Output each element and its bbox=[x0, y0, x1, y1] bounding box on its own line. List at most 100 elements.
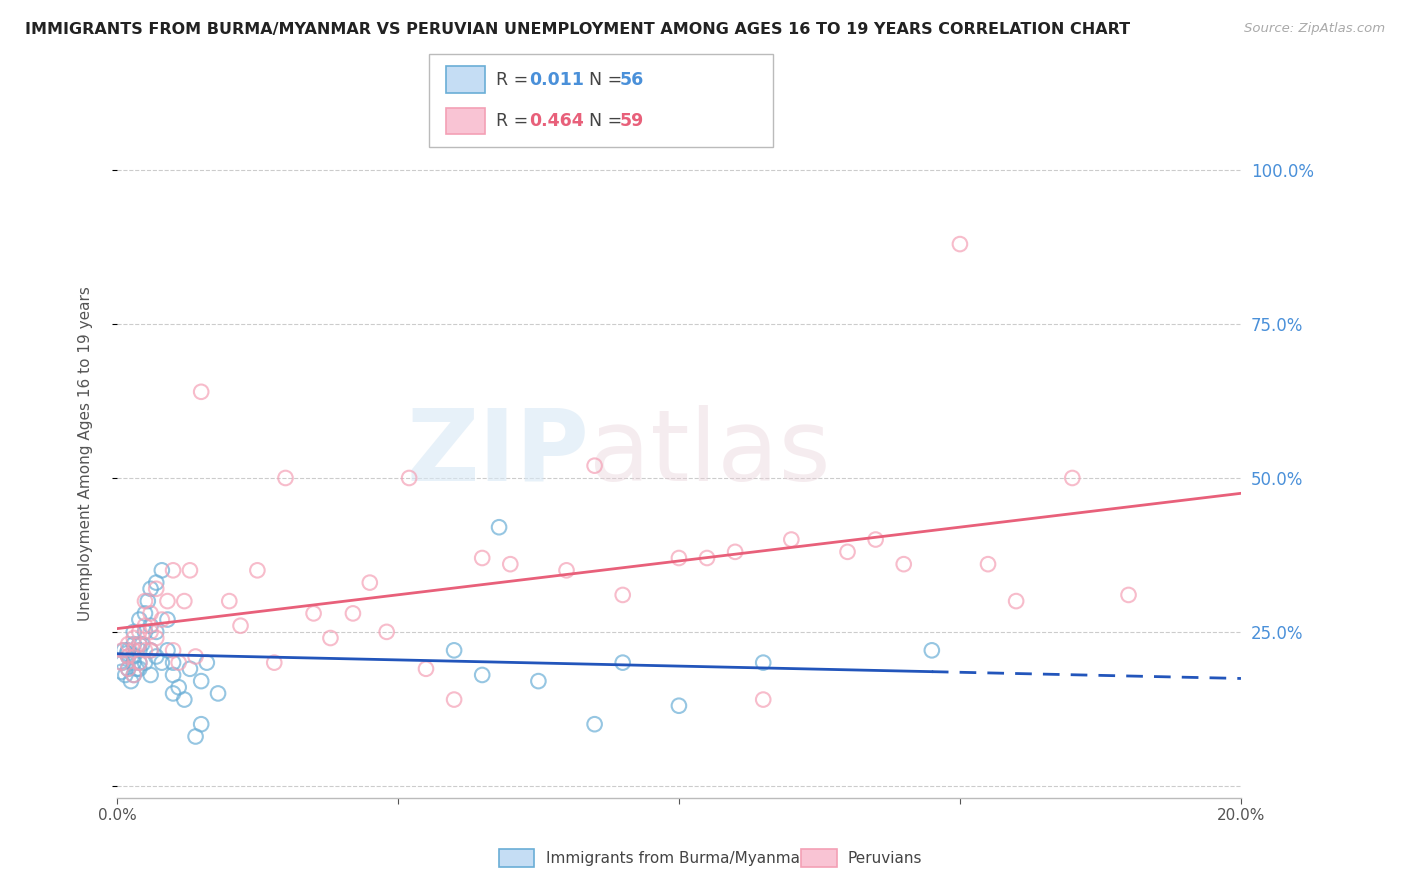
Point bbox=[111, 643, 134, 657]
Point bbox=[128, 637, 150, 651]
Point bbox=[156, 594, 179, 608]
Point bbox=[134, 618, 156, 632]
Point bbox=[865, 533, 887, 547]
Point bbox=[229, 618, 252, 632]
Y-axis label: Unemployment Among Ages 16 to 19 years: Unemployment Among Ages 16 to 19 years bbox=[79, 286, 93, 621]
Point bbox=[173, 594, 195, 608]
Point bbox=[117, 637, 139, 651]
Text: Immigrants from Burma/Myanmar: Immigrants from Burma/Myanmar bbox=[546, 851, 806, 865]
Point bbox=[120, 674, 142, 689]
Point bbox=[112, 643, 135, 657]
Text: 0.464: 0.464 bbox=[529, 112, 583, 130]
Point bbox=[612, 656, 634, 670]
Point bbox=[139, 582, 162, 596]
Point bbox=[342, 607, 364, 621]
Point bbox=[128, 656, 150, 670]
Point bbox=[111, 656, 134, 670]
Point bbox=[128, 613, 150, 627]
Point bbox=[583, 458, 606, 473]
Point bbox=[780, 533, 803, 547]
Text: N =: N = bbox=[578, 70, 627, 88]
Point bbox=[179, 662, 201, 676]
Point bbox=[162, 656, 184, 670]
Point bbox=[145, 631, 167, 645]
Point bbox=[139, 624, 162, 639]
Point bbox=[319, 631, 342, 645]
Point bbox=[471, 551, 494, 566]
Point bbox=[1005, 594, 1028, 608]
Point bbox=[949, 237, 972, 252]
Point bbox=[190, 674, 212, 689]
Point bbox=[156, 643, 179, 657]
Point bbox=[1118, 588, 1140, 602]
Point bbox=[134, 643, 156, 657]
Text: N =: N = bbox=[578, 112, 627, 130]
Point bbox=[128, 662, 150, 676]
Point bbox=[443, 692, 465, 706]
Point bbox=[207, 686, 229, 700]
Point bbox=[150, 563, 173, 577]
Point bbox=[136, 594, 159, 608]
Text: Source: ZipAtlas.com: Source: ZipAtlas.com bbox=[1244, 22, 1385, 36]
Point bbox=[145, 649, 167, 664]
Point bbox=[156, 613, 179, 627]
Point bbox=[117, 649, 139, 664]
Point bbox=[139, 607, 162, 621]
Point bbox=[128, 624, 150, 639]
Text: IMMIGRANTS FROM BURMA/MYANMAR VS PERUVIAN UNEMPLOYMENT AMONG AGES 16 TO 19 YEARS: IMMIGRANTS FROM BURMA/MYANMAR VS PERUVIA… bbox=[25, 22, 1130, 37]
Point bbox=[139, 643, 162, 657]
Point bbox=[190, 384, 212, 399]
Point bbox=[398, 471, 420, 485]
Point bbox=[122, 656, 145, 670]
Text: R =: R = bbox=[496, 112, 534, 130]
Point bbox=[134, 656, 156, 670]
Point bbox=[117, 649, 139, 664]
Point bbox=[122, 649, 145, 664]
Point bbox=[128, 656, 150, 670]
Text: 56: 56 bbox=[620, 70, 644, 88]
Point bbox=[150, 613, 173, 627]
Text: Peruvians: Peruvians bbox=[848, 851, 922, 865]
Point bbox=[274, 471, 297, 485]
Point bbox=[162, 563, 184, 577]
Text: atlas: atlas bbox=[589, 405, 831, 502]
Point bbox=[134, 607, 156, 621]
Point bbox=[837, 545, 859, 559]
Point bbox=[921, 643, 943, 657]
Point bbox=[1062, 471, 1084, 485]
Point bbox=[117, 662, 139, 676]
Point bbox=[117, 643, 139, 657]
Point bbox=[359, 575, 381, 590]
Point bbox=[668, 698, 690, 713]
Point bbox=[893, 557, 915, 571]
Point bbox=[117, 662, 139, 676]
Point bbox=[499, 557, 522, 571]
Point bbox=[167, 680, 190, 694]
Point bbox=[114, 668, 136, 682]
Point bbox=[128, 643, 150, 657]
Text: ZIP: ZIP bbox=[406, 405, 589, 502]
Point bbox=[162, 668, 184, 682]
Point bbox=[488, 520, 510, 534]
Point bbox=[443, 643, 465, 657]
Point bbox=[139, 618, 162, 632]
Point bbox=[128, 637, 150, 651]
Point bbox=[131, 637, 153, 651]
Point bbox=[527, 674, 550, 689]
Point bbox=[145, 624, 167, 639]
Point bbox=[150, 656, 173, 670]
Point bbox=[246, 563, 269, 577]
Point bbox=[752, 692, 775, 706]
Point bbox=[752, 656, 775, 670]
Point bbox=[471, 668, 494, 682]
Point bbox=[145, 582, 167, 596]
Text: 59: 59 bbox=[620, 112, 644, 130]
Point bbox=[173, 692, 195, 706]
Point bbox=[184, 730, 207, 744]
Point bbox=[145, 575, 167, 590]
Point bbox=[122, 668, 145, 682]
Point bbox=[184, 649, 207, 664]
Text: R =: R = bbox=[496, 70, 534, 88]
Point bbox=[122, 643, 145, 657]
Point bbox=[302, 607, 325, 621]
